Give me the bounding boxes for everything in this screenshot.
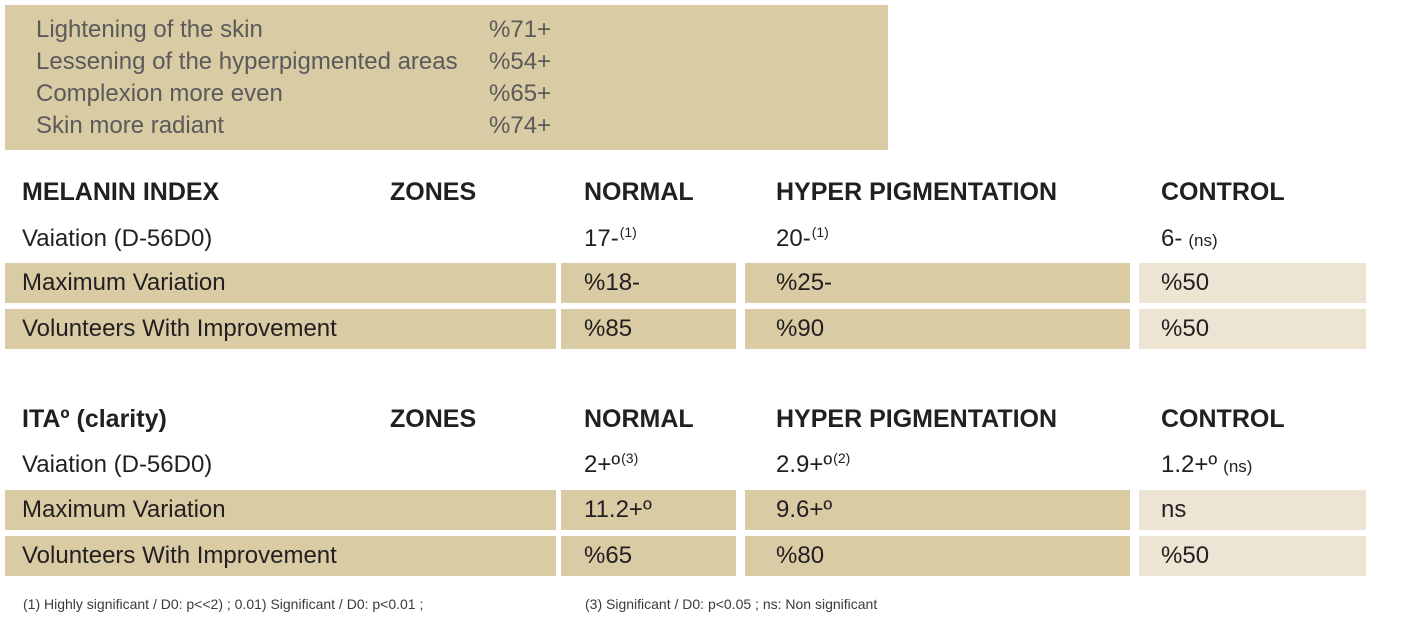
row-label: Volunteers With Improvement — [5, 536, 556, 576]
cell-control: 1.2+º (ns) — [1144, 445, 1366, 485]
column-header-title: MELANIN INDEX — [22, 178, 220, 206]
column-header-zones: ZONES — [390, 405, 477, 433]
cell-hyper: %80 — [745, 536, 1130, 576]
cell-hyper: 20-(1) — [759, 219, 1130, 259]
column-header-normal: NORMAL — [584, 178, 694, 206]
result-value: %71+ — [489, 16, 552, 43]
cell-value: 2.9+º — [776, 451, 833, 478]
cell-hyper: 9.6+º — [745, 490, 1130, 530]
row-label: Vaiation (D-56D0) — [22, 225, 213, 252]
result-value: %74+ — [489, 112, 552, 139]
results-summary-box: Lightening of the skin %71+ Lessening of… — [5, 5, 888, 150]
cell-normal: 2+º(3) — [567, 445, 736, 485]
footnote-right: (3) Significant / D0: p<0.05 ; ns: Non s… — [585, 596, 878, 612]
footnote-marker: (ns) — [1223, 457, 1253, 476]
cell-value: 20- — [776, 225, 811, 252]
column-header-title: ITAº (clarity) — [22, 405, 167, 433]
cell-value: 2+º — [584, 451, 621, 478]
row-label: Maximum Variation — [5, 263, 556, 303]
cell-hyper: 2.9+º(2) — [759, 445, 1130, 485]
cell-normal: 11.2+º — [561, 490, 736, 530]
row-label: Maximum Variation — [5, 490, 556, 530]
cell-normal: 17-(1) — [567, 219, 736, 259]
column-header-control: CONTROL — [1161, 405, 1285, 433]
result-label: Skin more radiant — [36, 112, 225, 139]
cell-normal: %65 — [561, 536, 736, 576]
cell-hyper: %25- — [745, 263, 1130, 303]
result-label: Lessening of the hyperpigmented areas — [36, 48, 458, 75]
result-label: Lightening of the skin — [36, 16, 263, 43]
footnote-marker: (1) — [811, 224, 829, 240]
footnote-marker: (2) — [833, 450, 851, 466]
result-value: %65+ — [489, 80, 552, 107]
footnote-marker: (1) — [619, 224, 637, 240]
cell-normal: %85 — [561, 309, 736, 349]
row-label: Vaiation (D-56D0) — [22, 451, 213, 478]
footnote-marker: (3) — [621, 450, 639, 466]
cell-normal: %18- — [561, 263, 736, 303]
cell-hyper: %90 — [745, 309, 1130, 349]
column-header-hyper: HYPER PIGMENTATION — [776, 405, 1058, 433]
column-header-zones: ZONES — [390, 178, 477, 206]
cell-value: 6- — [1161, 225, 1183, 252]
cell-value: 17- — [584, 225, 619, 252]
column-header-normal: NORMAL — [584, 405, 694, 433]
cell-value: 1.2+º — [1161, 451, 1218, 478]
result-value: %54+ — [489, 48, 552, 75]
footnote-left: (1) Highly significant / D0: p<<2) ; 0.0… — [23, 596, 424, 612]
cell-control: %50 — [1139, 263, 1366, 303]
cell-control: %50 — [1139, 309, 1366, 349]
cell-control: ns — [1139, 490, 1366, 530]
cell-control: %50 — [1139, 536, 1366, 576]
result-label: Complexion more even — [36, 80, 283, 107]
cell-control: 6- (ns) — [1144, 219, 1366, 259]
column-header-hyper: HYPER PIGMENTATION — [776, 178, 1058, 206]
column-header-control: CONTROL — [1161, 178, 1285, 206]
row-label: Volunteers With Improvement — [5, 309, 556, 349]
footnote-marker: (ns) — [1188, 231, 1218, 250]
